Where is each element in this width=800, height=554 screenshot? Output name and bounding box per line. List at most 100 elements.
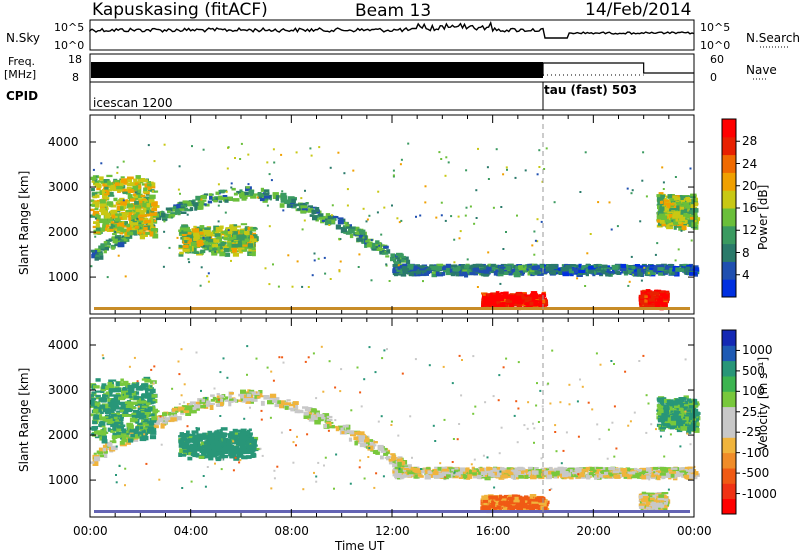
velocity-cell [602,475,610,478]
power-cell [685,218,692,221]
power-cell [135,208,142,213]
velocity-cell [385,451,390,455]
power-cell [151,182,156,188]
velocity-cell [162,412,168,417]
velocity-cell [527,466,533,470]
power-cell [475,270,481,273]
power-noise-cell [376,211,379,214]
power-cell [247,226,253,231]
power-cell [396,269,402,272]
velocity-cell [392,462,396,468]
velocity-cell [622,471,628,476]
velocity-cell [364,437,370,443]
power-noise-cell [447,161,450,164]
power-cell [683,208,688,213]
power-noise-cell [201,252,204,255]
velocity-cell [157,416,164,422]
velocity-cell [106,447,111,450]
velocity-cell [183,410,190,413]
power-cell [209,246,213,251]
velocity-cell [359,437,365,443]
velocity-cell [594,475,598,480]
power-cell [106,174,113,178]
power-cell [152,212,156,216]
velocity-cell [121,438,128,443]
velocity-cell [246,398,254,402]
power-cell [104,186,109,190]
power-noise-cell [419,214,422,217]
power-noise-cell [407,142,410,145]
velocity-cell [229,398,234,401]
velocity-cell [202,397,207,400]
power-cell [138,178,144,183]
power-noise-cell [134,191,137,194]
power-noise-cell [273,161,276,164]
velocity-cell [238,393,243,397]
velocity-cell [402,473,407,476]
power-cell [249,192,253,196]
velocity-cell [170,417,177,422]
power-cell [130,198,136,202]
power-cell [237,242,243,248]
power-cell [227,240,231,244]
power-cell [178,247,185,250]
power-cell [183,248,190,253]
power-cell [199,231,204,235]
power-cell [690,193,697,197]
power-cell [528,297,532,302]
power-cell [283,199,291,205]
power-cell [102,193,108,198]
velocity-cell [592,469,597,473]
velocity-cell [193,404,198,409]
velocity-cell [546,474,553,479]
power-cell [241,196,247,201]
power-noise-cell [630,192,633,195]
power-noise-cell [177,188,180,191]
power-cell [135,231,140,234]
velocity-cell [459,474,466,477]
power-cell [151,207,158,212]
power-cell [188,234,193,238]
power-cell [211,250,218,256]
power-cell [678,209,682,213]
velocity-cell [394,473,401,478]
power-noise-cell [200,266,203,269]
power-cell [216,248,221,254]
power-noise-cell [266,161,269,164]
power-noise-cell [641,179,644,182]
power-cell [215,245,220,250]
power-cell [196,252,203,256]
velocity-cell [631,471,637,474]
velocity-cell [240,389,246,394]
power-cell [581,266,585,270]
power-cell [122,191,128,195]
velocity-cell [221,397,226,401]
power-cell [198,203,204,207]
velocity-cell [196,404,201,409]
power-cell [289,201,296,206]
velocity-cell [98,447,103,452]
power-cell [498,269,504,274]
power-cell [193,241,197,247]
power-cell [688,195,694,198]
velocity-cell [512,474,516,480]
power-cell [311,209,317,215]
power-cell [616,265,622,269]
power-noise-cell [524,169,527,172]
power-cell [301,206,308,211]
power-cell [694,212,698,215]
velocity-cell [563,471,569,474]
power-cell [592,270,597,275]
power-cell [679,206,685,211]
power-noise-cell [444,219,447,222]
power-cell [506,270,512,274]
velocity-cell [93,452,97,455]
power-cell [493,304,500,308]
power-cell [136,212,141,216]
power-noise-cell [654,253,657,256]
power-noise-cell [125,191,128,194]
power-cell [431,271,438,274]
power-noise-cell [465,206,468,209]
power-cell [222,189,228,193]
power-cell [207,242,215,245]
